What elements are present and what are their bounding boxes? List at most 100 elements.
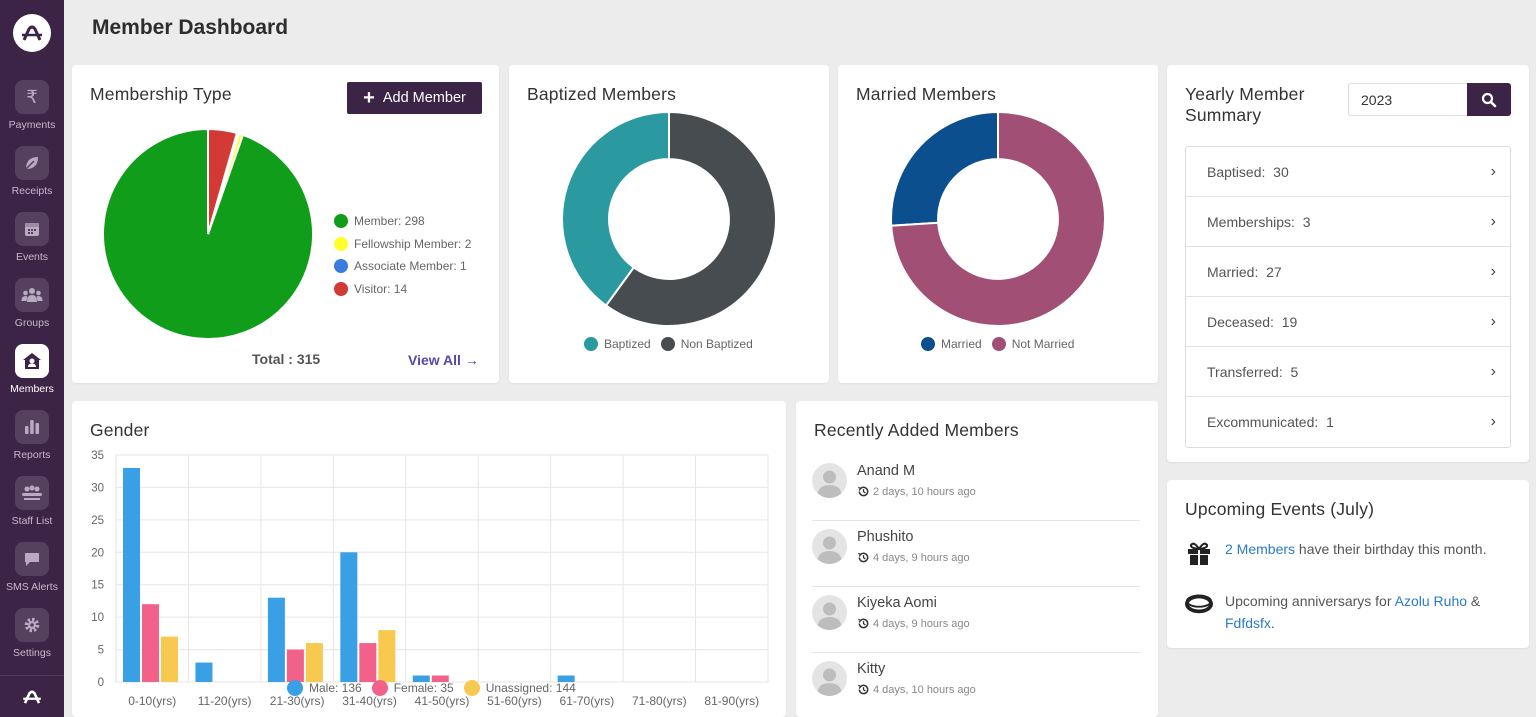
y-tick-label: 0: [98, 677, 104, 689]
anniversary-link[interactable]: Fdfdsfx: [1225, 615, 1271, 631]
search-button[interactable]: [1467, 83, 1511, 116]
summary-text: Transferred: 5: [1207, 364, 1298, 380]
y-tick-label: 15: [91, 580, 104, 592]
sidebar-item-groups[interactable]: Groups: [0, 278, 64, 340]
group-icon: [15, 278, 49, 312]
add-member-label: Add Member: [382, 90, 466, 106]
legend-label: Visitor: 14: [354, 281, 408, 296]
summary-row-excommunicated[interactable]: Excommunicated: 1 ›: [1186, 397, 1510, 447]
list-item[interactable]: Kiyeka Aomi 4 days, 9 hours ago: [812, 587, 1140, 653]
legend-item: Female: 35: [371, 680, 454, 696]
bar-male-0[interactable]: [123, 467, 140, 682]
sidebar-item-sms-alerts[interactable]: SMS Alerts: [0, 542, 64, 604]
bar-unassigned-2[interactable]: [305, 643, 323, 682]
list-item[interactable]: Anand M 2 days, 10 hours ago: [812, 455, 1140, 521]
member-time-text: 4 days, 10 hours ago: [873, 683, 976, 696]
anniversary-desc: Upcoming anniversarys for: [1225, 593, 1395, 609]
legend-item: Visitor: 14: [334, 278, 471, 301]
search-icon: [1481, 92, 1497, 107]
list-item[interactable]: Kitty 4 days, 10 hours ago: [812, 653, 1140, 717]
summary-row-baptised[interactable]: Baptised: 30 ›: [1186, 147, 1510, 197]
avatar: [812, 661, 847, 696]
chevron-right-icon: ›: [1490, 162, 1496, 180]
footer-logo: [0, 675, 64, 717]
card-title: Gender: [90, 420, 150, 440]
summary-row-married[interactable]: Married: 27 ›: [1186, 247, 1510, 297]
pie-slice-visitor[interactable]: [207, 127, 239, 235]
view-all-link[interactable]: View All →: [408, 352, 479, 368]
member-name[interactable]: Phushito: [857, 529, 914, 545]
ring-icon: [1185, 590, 1213, 634]
member-name[interactable]: Kitty: [857, 661, 886, 677]
calendar-icon: [15, 212, 49, 246]
legend-item: Fellowship Member: 2: [334, 233, 471, 256]
leaf-icon: [15, 146, 49, 180]
card-title: Upcoming Events (July): [1185, 499, 1375, 519]
sidebar-item-receipts[interactable]: Receipts: [0, 146, 64, 208]
bar-male-3[interactable]: [340, 552, 358, 682]
chart-legend: Baptized Non Baptized: [584, 337, 763, 351]
message-icon: [15, 542, 49, 576]
member-name[interactable]: Anand M: [857, 463, 916, 479]
history-icon: [858, 684, 869, 695]
sidebar-item-reports[interactable]: Reports: [0, 410, 64, 472]
member-name[interactable]: Kiyeka Aomi: [857, 595, 937, 611]
avatar: [812, 463, 847, 498]
summary-row-deceased[interactable]: Deceased: 19 ›: [1186, 297, 1510, 347]
summary-label: Married:: [1207, 263, 1259, 280]
sidebar-item-label: Staff List: [11, 515, 53, 527]
sidebar-item-events[interactable]: Events: [0, 212, 64, 274]
pie-slice-baptized[interactable]: [561, 110, 670, 307]
avatar: [812, 595, 847, 630]
app-logo[interactable]: [13, 14, 51, 52]
sidebar-item-staff-list[interactable]: Staff List: [0, 476, 64, 538]
legend-label: Not Married: [1011, 337, 1075, 351]
member-time-text: 2 days, 10 hours ago: [873, 485, 976, 498]
bar-unassigned-3[interactable]: [378, 630, 396, 682]
bar-female-4[interactable]: [431, 675, 449, 682]
chevron-right-icon: ›: [1490, 262, 1496, 280]
summary-row-memberships[interactable]: Memberships: 3 ›: [1186, 197, 1510, 247]
staff-icon: [15, 476, 49, 510]
legend-item: Male: 136: [287, 680, 362, 696]
legend-label: Non Baptized: [680, 337, 753, 351]
birthday-text: 2 Members have their birthday this month…: [1225, 538, 1486, 566]
x-tick-label: 31-40(yrs): [342, 694, 397, 708]
plus-icon: +: [363, 87, 375, 109]
married-members-card: Married Members Married Not Married: [838, 65, 1158, 383]
bar-male-2[interactable]: [267, 597, 285, 682]
anniversary-link[interactable]: Azolu Ruho: [1394, 593, 1468, 609]
legend-item: Member: 298: [334, 210, 471, 233]
summary-row-transferred[interactable]: Transferred: 5 ›: [1186, 347, 1510, 397]
pie-slice-non-baptized[interactable]: [604, 110, 777, 327]
summary-value: 1: [1326, 414, 1334, 430]
sidebar-item-members[interactable]: Members: [0, 344, 64, 406]
birthday-event: 2 Members have their birthday this month…: [1185, 538, 1515, 566]
pie-slice-married[interactable]: [890, 110, 999, 227]
birthday-members-link[interactable]: 2 Members: [1225, 541, 1296, 557]
bar-male-4[interactable]: [412, 675, 430, 682]
pie-slice-not-married[interactable]: [890, 110, 1106, 327]
add-member-button[interactable]: + Add Member: [347, 82, 482, 114]
summary-value: 27: [1266, 263, 1282, 280]
card-title: Membership Type: [90, 84, 232, 104]
list-item[interactable]: Phushito 4 days, 9 hours ago: [812, 521, 1140, 587]
x-tick-label: 11-20(yrs): [198, 694, 252, 708]
sidebar-item-settings[interactable]: Settings: [0, 608, 64, 670]
bar-unassigned-0[interactable]: [161, 636, 178, 682]
bar-male-1[interactable]: [195, 662, 213, 682]
view-all-label: View All: [408, 352, 461, 368]
sidebar-item-payments[interactable]: ₹ Payments: [0, 80, 64, 142]
bar-female-2[interactable]: [286, 649, 304, 682]
year-input[interactable]: [1348, 83, 1468, 116]
x-tick-label: 51-60(yrs): [487, 694, 542, 708]
legend-item: Unassigned: 144: [463, 680, 576, 696]
summary-value: 19: [1281, 313, 1298, 330]
rupee-icon: ₹: [15, 80, 49, 114]
bar-female-0[interactable]: [142, 604, 159, 682]
y-tick-label: 20: [91, 547, 104, 559]
legend-label: Associate Member: 1: [354, 259, 467, 274]
baptized-donut-chart: [561, 110, 777, 327]
bar-female-3[interactable]: [359, 643, 377, 682]
bar-male-6[interactable]: [557, 675, 575, 682]
